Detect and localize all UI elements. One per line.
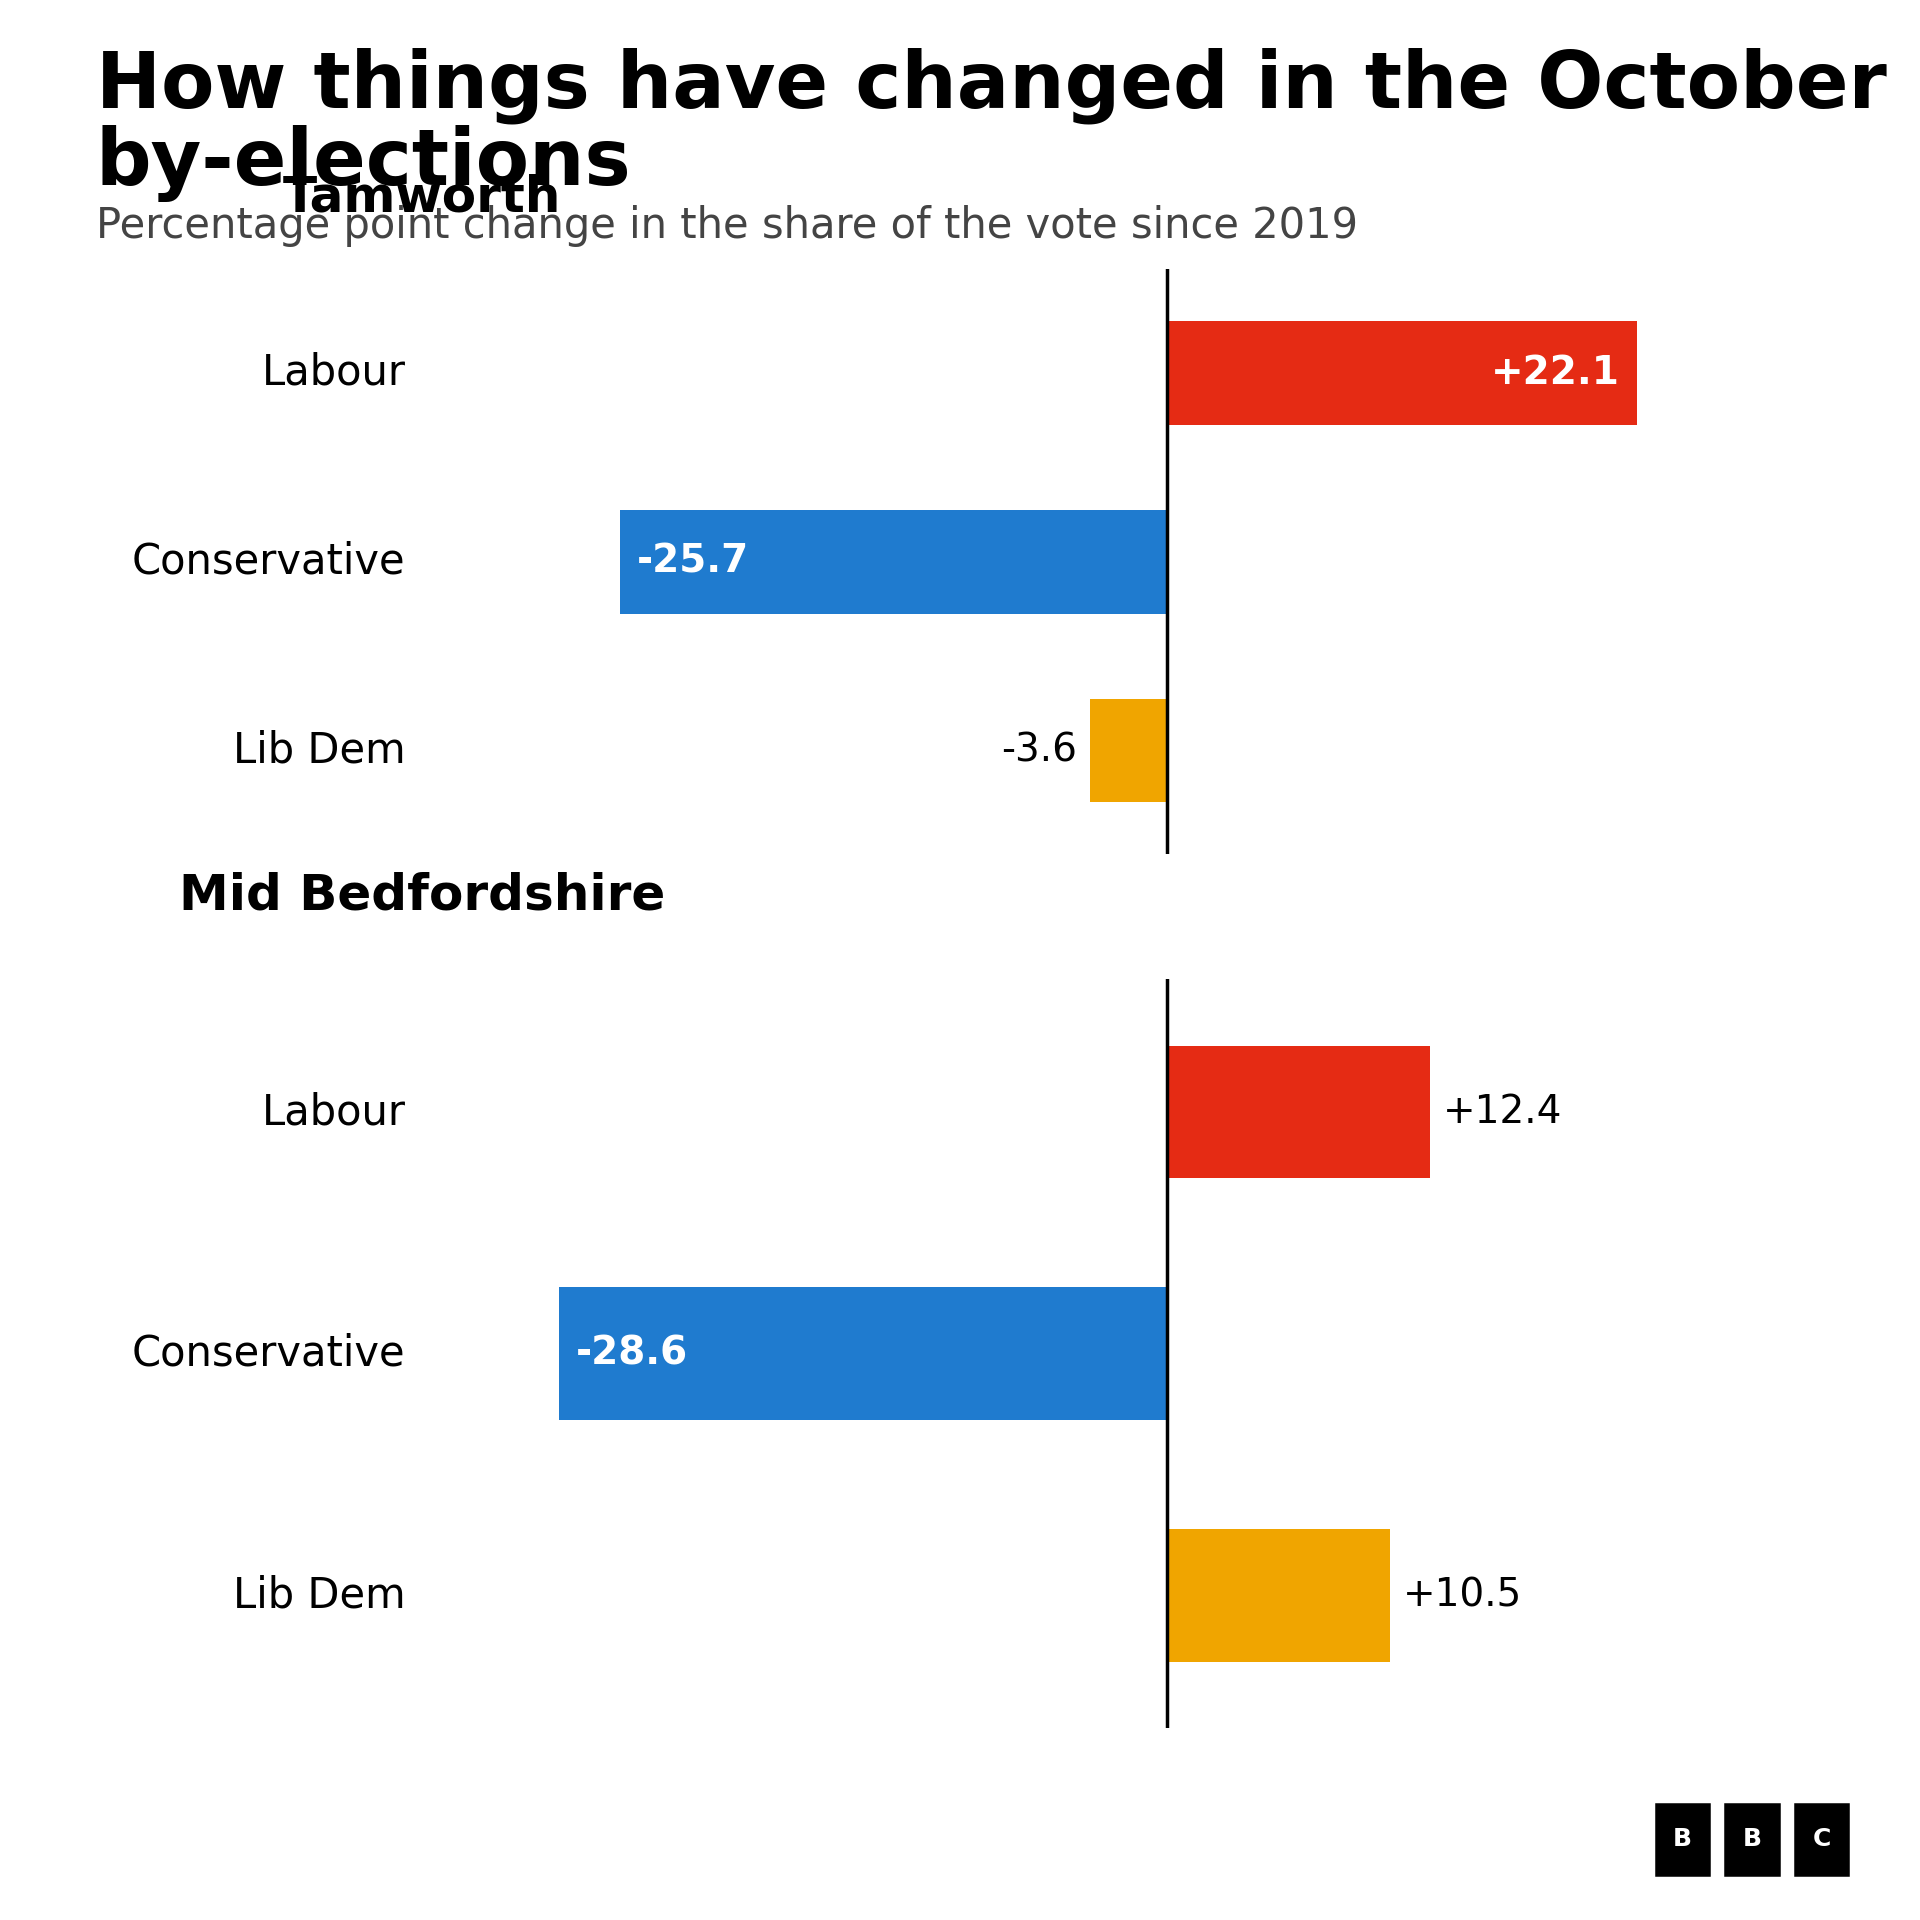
FancyBboxPatch shape xyxy=(1653,1801,1713,1878)
Text: B: B xyxy=(1743,1828,1761,1851)
Bar xyxy=(1091,699,1167,803)
Bar xyxy=(1167,1528,1390,1661)
Bar xyxy=(559,1286,1167,1421)
FancyBboxPatch shape xyxy=(1791,1801,1851,1878)
Text: Lib Dem: Lib Dem xyxy=(232,730,405,772)
Text: Conservative: Conservative xyxy=(132,1332,405,1375)
Text: B: B xyxy=(1672,1828,1692,1851)
Text: Percentage point change in the share of the vote since 2019: Percentage point change in the share of … xyxy=(96,205,1357,248)
Text: C: C xyxy=(1812,1828,1832,1851)
Text: Conservative: Conservative xyxy=(132,541,405,582)
Text: by-elections: by-elections xyxy=(96,125,632,202)
Text: +22.1: +22.1 xyxy=(1492,353,1620,392)
Bar xyxy=(1167,1046,1430,1179)
Text: +12.4: +12.4 xyxy=(1444,1092,1563,1131)
Text: Lib Dem: Lib Dem xyxy=(232,1574,405,1617)
Text: -25.7: -25.7 xyxy=(637,543,749,580)
FancyBboxPatch shape xyxy=(1722,1801,1782,1878)
Text: How things have changed in the October: How things have changed in the October xyxy=(96,48,1887,125)
Text: +10.5: +10.5 xyxy=(1404,1576,1523,1615)
Text: Mid Bedfordshire: Mid Bedfordshire xyxy=(179,872,666,920)
Text: Labour: Labour xyxy=(261,351,405,394)
Text: -3.6: -3.6 xyxy=(1002,732,1077,770)
Bar xyxy=(1167,321,1636,424)
Bar xyxy=(620,509,1167,614)
Text: Tamworth: Tamworth xyxy=(284,175,561,223)
Text: -28.6: -28.6 xyxy=(576,1334,687,1373)
Text: Labour: Labour xyxy=(261,1091,405,1133)
